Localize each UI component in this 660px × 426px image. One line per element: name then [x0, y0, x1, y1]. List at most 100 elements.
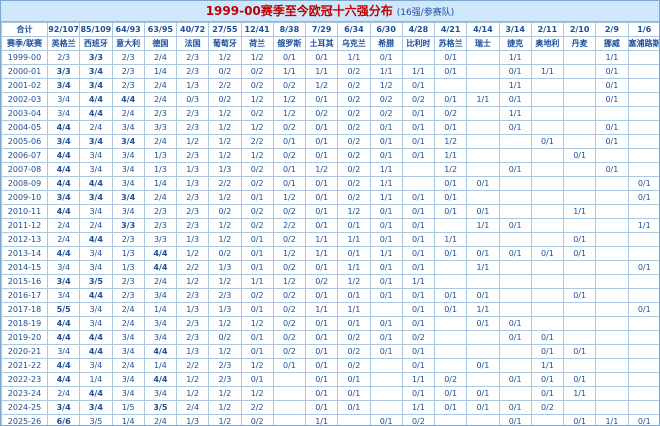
stat-cell: 1/2: [208, 400, 242, 415]
stat-cell: 0/1: [562, 344, 597, 359]
stat-cell: 3/4: [79, 162, 113, 177]
stat-cell: 1/2: [208, 148, 242, 163]
season-row: 2000-01 3/3 3/4 2/3 1/4 2/3 0/2 0/2 1/1 1/1 0/2 1/1…: [1, 64, 659, 79]
season-row: 2005-06 3/4 3/4 3/4 2/4 1/2 1/2 2/2 0/1 0/1 0/2 0/1…: [1, 134, 659, 149]
total-cell: 2/10: [562, 22, 597, 37]
stat-cell: 0/2: [272, 302, 307, 317]
stat-cell: 2/3: [208, 372, 242, 387]
country-header: 俄罗斯: [272, 36, 307, 51]
stat-cell: 1/3: [175, 302, 210, 317]
stat-cell: 0/1: [240, 330, 274, 345]
stat-cell: 3/4: [46, 134, 81, 149]
stat-cell: 0/1: [304, 330, 339, 345]
total-cell: 85/109: [79, 22, 113, 37]
stat-cell: [433, 358, 468, 373]
stat-cell: [272, 400, 307, 415]
stat-cell: 2/3: [175, 330, 210, 345]
season-label: 2015-16: [1, 274, 48, 289]
stat-cell: [530, 316, 565, 331]
stat-cell: [466, 148, 500, 163]
stat-cell: 0/1: [401, 344, 436, 359]
stat-cell: 3/5: [79, 274, 113, 289]
stat-cell: 3/4: [79, 316, 113, 331]
stat-cell: [595, 176, 629, 191]
stat-cell: 0/1: [498, 246, 532, 261]
stat-cell: 1/1: [466, 302, 500, 317]
page-title: 1999-00赛季至今欧冠十六强分布 (16强/参赛队): [1, 1, 659, 22]
country-header: 塞浦路斯: [627, 36, 659, 51]
stat-cell: 1/1: [369, 176, 403, 191]
stat-cell: 0/1: [530, 134, 565, 149]
stat-cell: [627, 148, 659, 163]
stat-cell: 0/1: [401, 316, 436, 331]
stat-cell: 0/1: [401, 120, 436, 135]
stat-cell: 3/4: [111, 134, 145, 149]
stat-cell: 4/4: [143, 344, 178, 359]
season-row: 2003-04 3/4 4/4 2/4 2/3 2/3 1/2 0/2 1/2 0/2 0/2 0/2…: [1, 106, 659, 121]
stat-cell: 0/1: [369, 330, 403, 345]
total-cell: 7/29: [304, 22, 339, 37]
stat-cell: 0/2: [240, 64, 274, 79]
stat-cell: [595, 190, 629, 205]
stat-cell: 1/2: [272, 190, 307, 205]
stat-cell: [627, 92, 659, 107]
stat-cell: 4/4: [46, 204, 81, 219]
stat-cell: 4/4: [46, 330, 81, 345]
stat-cell: [562, 78, 597, 93]
stat-cell: [627, 64, 659, 79]
total-cell: 27/55: [208, 22, 242, 37]
stat-cell: 0/1: [337, 218, 371, 233]
season-label: 2016-17: [1, 288, 48, 303]
stat-cell: 1/2: [208, 190, 242, 205]
season-label: 2001-02: [1, 78, 48, 93]
season-row: 2011-12 2/4 2/4 3/3 2/3 2/3 1/2 0/2 2/2 0/1 0/1 0/1…: [1, 218, 659, 233]
stat-cell: [562, 358, 597, 373]
stat-cell: 0/1: [595, 92, 629, 107]
country-header: 瑞士: [466, 36, 500, 51]
stat-cell: 0/1: [401, 260, 436, 275]
stat-cell: 1/1: [369, 246, 403, 261]
stat-cell: [369, 386, 403, 401]
stat-cell: [433, 344, 468, 359]
stat-cell: 0/1: [369, 414, 403, 425]
stat-cell: [530, 414, 565, 425]
stat-cell: 0/1: [562, 414, 597, 425]
stat-cell: 2/3: [175, 218, 210, 233]
total-cell: 4/28: [401, 22, 436, 37]
stat-cell: 0/1: [369, 148, 403, 163]
stat-cell: 2/4: [46, 232, 81, 247]
stat-cell: 1/2: [175, 372, 210, 387]
total-cell: 92/107: [46, 22, 81, 37]
stat-cell: 0/1: [401, 232, 436, 247]
stat-cell: [498, 190, 532, 205]
stat-cell: [433, 414, 468, 425]
stat-cell: 0/1: [304, 190, 339, 205]
season-label: 2003-04: [1, 106, 48, 121]
stat-cell: 1/1: [337, 232, 371, 247]
season-row: 2019-20 4/4 4/4 3/4 3/4 2/3 0/2 0/1 0/2 0/1 0/2 0/1…: [1, 330, 659, 345]
stat-cell: 0/2: [304, 106, 339, 121]
stat-cell: 0/1: [401, 358, 436, 373]
stat-cell: [562, 260, 597, 275]
stat-cell: 0/2: [208, 246, 242, 261]
stat-cell: 0/1: [433, 246, 468, 261]
stat-cell: 0/1: [498, 400, 532, 415]
stat-cell: 1/2: [208, 344, 242, 359]
stat-cell: 3/4: [79, 246, 113, 261]
stat-cell: [595, 400, 629, 415]
stat-cell: [562, 92, 597, 107]
total-cell: 2/11: [530, 22, 565, 37]
stat-cell: 0/1: [562, 232, 597, 247]
stat-cell: [627, 330, 659, 345]
stat-cell: 3/4: [46, 78, 81, 93]
totals-label: 合计: [1, 22, 48, 37]
stat-cell: [627, 204, 659, 219]
stat-cell: 2/4: [143, 78, 178, 93]
country-header: 德国: [143, 36, 178, 51]
stat-cell: 2/4: [79, 120, 113, 135]
stat-cell: [595, 274, 629, 289]
stat-cell: 1/1: [272, 64, 307, 79]
stat-cell: 1/2: [240, 386, 274, 401]
stat-cell: [562, 400, 597, 415]
stat-cell: 2/3: [175, 64, 210, 79]
